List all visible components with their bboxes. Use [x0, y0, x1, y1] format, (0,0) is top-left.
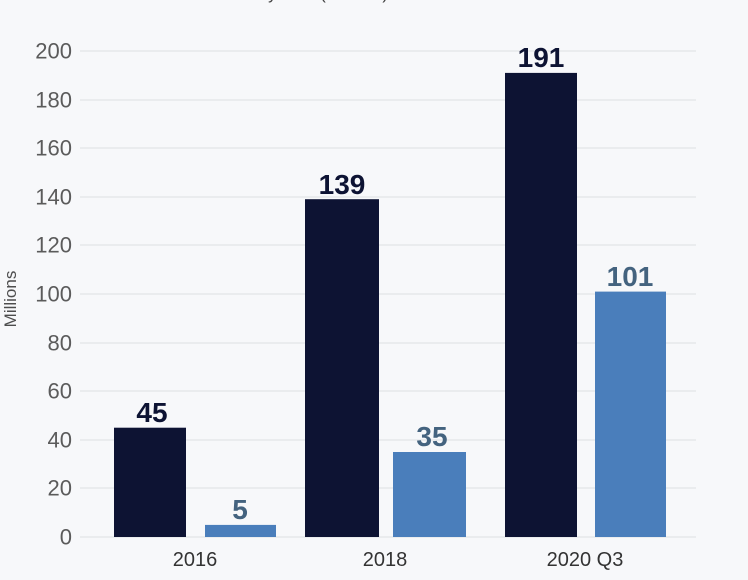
svg-text:180: 180 [35, 88, 72, 113]
svg-text:2018: 2018 [363, 549, 408, 571]
svg-text:40: 40 [48, 428, 72, 453]
svg-text:35: 35 [416, 421, 447, 452]
svg-text:139: 139 [319, 169, 366, 200]
svg-text:45: 45 [136, 397, 167, 428]
svg-text:200: 200 [35, 39, 72, 64]
svg-text:101: 101 [607, 261, 654, 292]
svg-text:60: 60 [48, 379, 72, 404]
svg-text:80: 80 [48, 331, 72, 356]
svg-text:0: 0 [60, 525, 72, 550]
svg-text:100: 100 [35, 282, 72, 307]
svg-text:120: 120 [35, 233, 72, 258]
svg-text:160: 160 [35, 136, 72, 161]
svg-text:191: 191 [518, 42, 565, 73]
svg-text:2020 Q3: 2020 Q3 [547, 549, 624, 571]
svg-text:5: 5 [232, 494, 248, 525]
svg-text:Millions: Millions [1, 271, 20, 328]
svg-text:2016: 2016 [173, 549, 218, 571]
svg-text:140: 140 [35, 185, 72, 210]
svg-text:20: 20 [48, 476, 72, 501]
